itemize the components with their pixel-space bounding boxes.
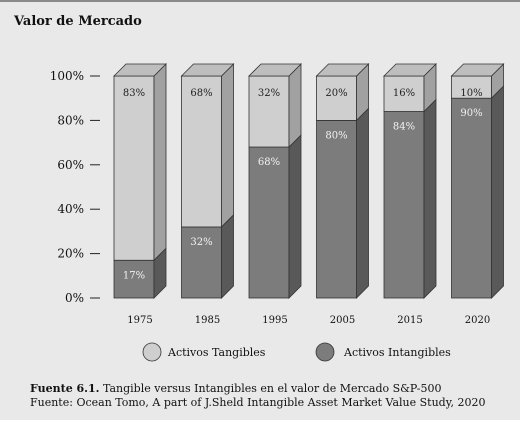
bar-tangible-1985 — [181, 75, 222, 228]
legend-intangibles-label: Activos Intangibles — [343, 346, 451, 359]
bar-intangible-side-1995 — [288, 134, 302, 299]
figure-label: Fuente 6.1. — [30, 382, 100, 395]
bar-intangible-side-2015 — [423, 98, 437, 299]
legend-intangibles-swatch — [315, 342, 335, 362]
data-label-intangible: 80% — [325, 130, 347, 141]
data-label-intangible: 90% — [460, 108, 482, 119]
bar-top-1975 — [113, 63, 167, 77]
bar-intangible-side-2005 — [356, 107, 369, 299]
bar-tangible-1975 — [113, 75, 155, 261]
bar-intangible-1985 — [181, 226, 222, 299]
data-label-intangible: 84% — [393, 122, 415, 133]
data-label-intangible: 17% — [123, 270, 145, 281]
bar-intangible-side-2020 — [491, 85, 504, 299]
legend-tangibles-label: Activos Tangibles — [167, 346, 266, 359]
bar-top-2020 — [450, 63, 505, 77]
data-label-tangible: 10% — [460, 88, 482, 99]
bar-tangible-1995 — [248, 75, 290, 148]
x-tick-label: 1975 — [127, 315, 152, 326]
bar-top-1995 — [248, 63, 302, 77]
data-label-tangible: 83% — [123, 88, 145, 99]
caption-source: Fuente: Ocean Tomo, A part of J.Sheld In… — [30, 396, 486, 409]
figure-text: Tangible versus Intangibles en el valor … — [99, 382, 442, 395]
x-tick-label: 2020 — [465, 315, 490, 326]
y-tick-label: 20% — [57, 247, 84, 261]
data-label-tangible: 68% — [190, 88, 212, 99]
x-tick-label: 1995 — [262, 315, 287, 326]
y-tick-label: 40% — [57, 202, 84, 216]
figure-caption: Fuente 6.1. Tangible versus Intangibles … — [30, 382, 510, 410]
x-tick-label: 1985 — [195, 315, 220, 326]
bar-tangible-side-1985 — [221, 63, 234, 228]
bar-intangible-side-1985 — [221, 213, 234, 299]
bar-top-1985 — [180, 63, 235, 77]
bar-tangible-side-1975 — [153, 63, 167, 262]
y-tick-label: 100% — [50, 69, 84, 83]
bar-intangible-2015 — [383, 111, 425, 299]
bar-top-2005 — [315, 63, 370, 77]
bar-tangible-side-1995 — [288, 63, 302, 149]
bar-top-2015 — [383, 63, 437, 77]
bar-intangible-1995 — [248, 146, 290, 299]
data-label-tangible: 32% — [258, 88, 280, 99]
y-tick-label: 80% — [57, 113, 84, 127]
caption-line-1: Fuente 6.1. Tangible versus Intangibles … — [30, 382, 510, 396]
data-label-tangible: 20% — [325, 88, 347, 99]
data-label-tangible: 16% — [393, 88, 415, 99]
y-tick-label: 0% — [65, 291, 84, 305]
data-label-intangible: 32% — [190, 237, 212, 248]
bar-intangible-2020 — [451, 97, 492, 299]
x-tick-label: 2015 — [397, 315, 422, 326]
chart-title: Valor de Mercado — [14, 14, 142, 29]
x-tick-label: 2005 — [330, 315, 355, 326]
bar-intangible-2005 — [316, 120, 357, 299]
data-label-intangible: 68% — [258, 157, 280, 168]
legend-tangibles-swatch — [142, 342, 162, 362]
y-tick-label: 60% — [57, 158, 84, 172]
